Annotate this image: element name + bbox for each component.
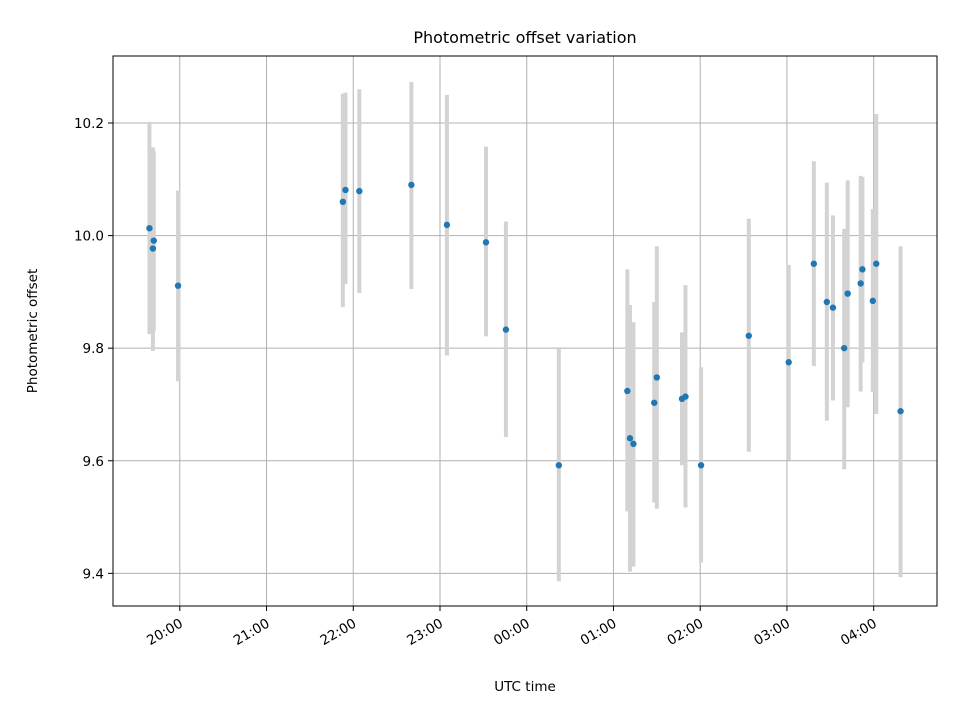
x-tick-label: 21:00 (231, 616, 273, 649)
data-point (482, 239, 490, 246)
data-point (840, 344, 848, 352)
x-tick-label: 20:00 (144, 616, 186, 649)
x-tick-label: 23:00 (404, 616, 446, 649)
data-point (857, 280, 864, 287)
data-point (829, 304, 837, 311)
data-point (174, 282, 182, 289)
data-point (682, 393, 689, 400)
data-point (873, 260, 880, 267)
data-point (697, 462, 705, 469)
y-tick-label: 9.6 (83, 454, 104, 470)
data-point (823, 298, 831, 306)
data-point (146, 225, 153, 232)
y-axis-label: Photometric offset (25, 269, 41, 393)
grid-layer (113, 56, 937, 606)
data-point (150, 237, 157, 244)
data-point (869, 297, 877, 305)
x-tick-label: 01:00 (578, 616, 620, 649)
axis-ticks: 20:00 21:00 22:00 23:00 00:00 01:00 02:00 03:00… (74, 116, 880, 649)
plot-frame (112, 55, 938, 607)
data-point (626, 435, 634, 442)
y-tick-label: 10.0 (74, 229, 104, 245)
x-tick-label: 22:00 (318, 616, 360, 649)
data-point (624, 387, 631, 395)
x-tick-label: 04:00 (838, 616, 880, 649)
data-point (555, 462, 563, 469)
data-point (149, 245, 157, 252)
data-point (653, 374, 661, 381)
data-point (408, 181, 415, 189)
data-point (810, 260, 818, 267)
data-point (844, 290, 851, 297)
data-point (897, 408, 904, 415)
x-axis-label: UTC time (494, 679, 556, 695)
y-tick-label: 9.8 (83, 341, 104, 357)
y-tick-label: 9.4 (83, 566, 104, 582)
data-point (342, 186, 349, 194)
data-points (146, 181, 904, 469)
data-point (339, 198, 347, 206)
data-point (443, 221, 451, 229)
x-tick-label: 00:00 (491, 616, 533, 649)
data-point (502, 326, 510, 333)
data-point (859, 266, 866, 273)
data-point (651, 399, 658, 406)
data-point (785, 359, 792, 366)
data-point (356, 187, 363, 195)
chart-title: Photometric offset variation (413, 28, 636, 47)
error-bars (147, 81, 903, 582)
x-tick-label: 02:00 (665, 616, 707, 649)
data-point (630, 440, 637, 448)
x-tick-label: 03:00 (751, 616, 793, 649)
y-tick-label: 10.2 (74, 116, 104, 132)
data-point (745, 332, 752, 339)
